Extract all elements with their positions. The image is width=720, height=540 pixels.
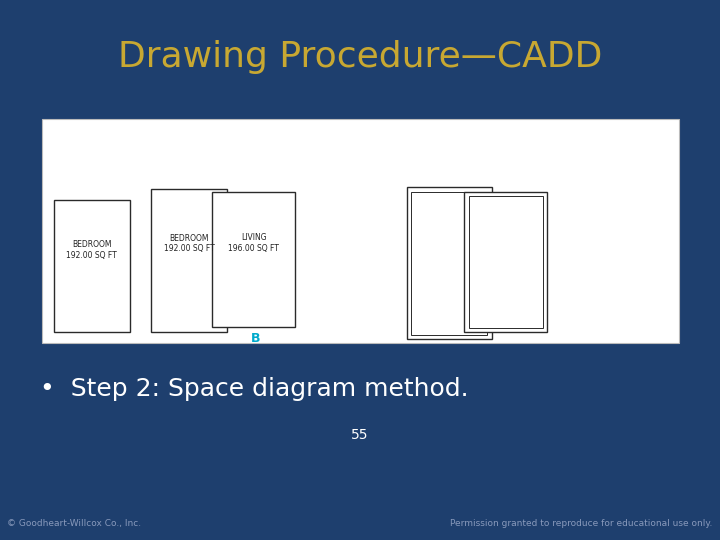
Bar	[42, 119, 679, 343]
Text: Permission granted to reproduce for educational use only.: Permission granted to reproduce for educ…	[451, 519, 713, 528]
Bar	[54, 200, 130, 332]
Bar	[407, 187, 492, 339]
Text: 55: 55	[351, 428, 369, 442]
Bar	[151, 189, 227, 332]
Bar	[212, 192, 295, 327]
Text: © Goodheart-Willcox Co., Inc.: © Goodheart-Willcox Co., Inc.	[7, 519, 141, 528]
Text: B: B	[251, 332, 261, 345]
Bar	[469, 196, 543, 328]
Text: •  Step 2: Space diagram method.: • Step 2: Space diagram method.	[40, 377, 468, 401]
Text: BEDROOM
192.00 SQ FT: BEDROOM 192.00 SQ FT	[163, 234, 215, 253]
Text: Drawing Procedure—CADD: Drawing Procedure—CADD	[118, 40, 602, 73]
Bar	[411, 192, 487, 335]
Bar	[464, 192, 547, 332]
Text: BEDROOM
192.00 SQ FT: BEDROOM 192.00 SQ FT	[66, 240, 117, 260]
Text: LIVING
196.00 SQ FT: LIVING 196.00 SQ FT	[228, 233, 279, 253]
